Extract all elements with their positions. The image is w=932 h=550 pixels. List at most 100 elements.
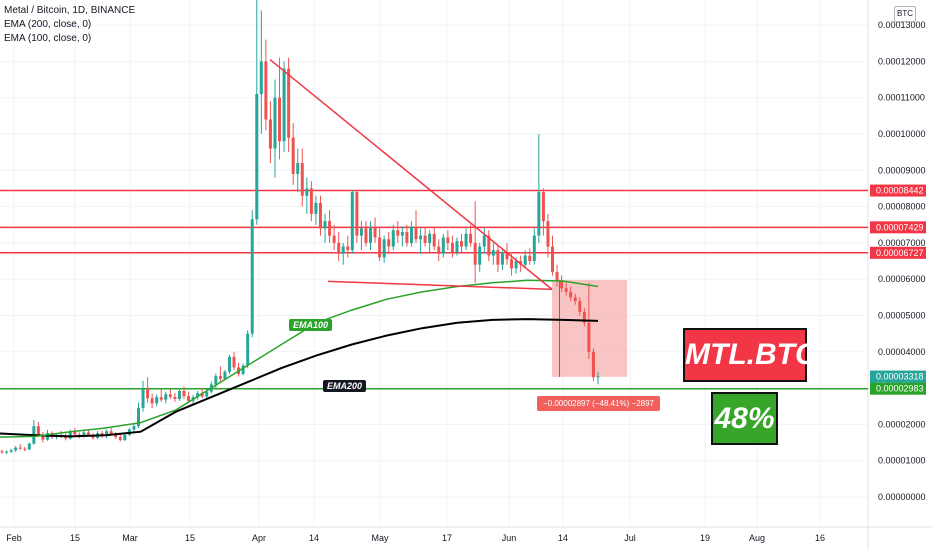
candle-body [309,188,313,214]
candle-body [487,235,491,256]
candle-body [596,376,600,378]
candle-body [259,61,263,95]
y-tick-label: 0.00010000 [878,129,926,139]
candle-body [341,246,345,254]
candle-body [573,297,577,301]
candle-body [505,253,509,260]
y-tick-label: 0.00009000 [878,165,926,175]
candle-body [569,291,573,298]
currency-button[interactable]: BTC [894,6,916,22]
candle-body [450,242,454,252]
candle-body [232,356,236,368]
candle-body [437,246,441,254]
candle-body [491,250,495,256]
candle-body [218,376,222,380]
candle-body [382,239,386,258]
candle-body [150,398,154,404]
candle-body [214,376,218,385]
candle-body [27,443,31,450]
candle-body [223,371,227,380]
candle-body [250,219,254,334]
candle-body [14,447,18,451]
legend-ema100[interactable]: EMA (100, close, 0) [4,33,92,44]
candle-body [455,241,459,252]
candle-body [314,202,318,214]
candle-body [582,311,586,323]
legend-ema200[interactable]: EMA (200, close, 0) [4,19,92,30]
candle-body [373,226,377,238]
candle-body [177,391,181,399]
candle-body [146,388,150,399]
candle-body [587,322,591,352]
x-tick-label: Aug [749,533,765,543]
candle-body [68,431,72,439]
candle-body [200,393,204,397]
candle-body [564,288,568,292]
candle-body [246,333,250,366]
y-tick-label: 0.00004000 [878,347,926,357]
candle-body [173,396,177,399]
price-label: 0.00006727 [876,248,924,258]
candle-body [400,232,404,236]
x-tick-label: Jul [624,533,636,543]
candle-body [432,233,436,247]
x-tick-label: 14 [309,533,319,543]
candle-body [36,426,40,435]
y-tick-label: 0.00012000 [878,56,926,66]
price-label: 0.00007429 [876,222,924,232]
legend-symbol[interactable]: Metal / Bitcoin, 1D, BINANCE [4,5,136,16]
candle-body [82,432,86,437]
candle-body [482,235,486,247]
candle-body [9,450,13,452]
title-box: MTL.BTC [683,328,817,382]
candle-body [478,246,482,265]
candle-body [0,451,4,453]
chart-legend: Metal / Bitcoin, 1D, BINANCE EMA (200, c… [4,4,135,46]
candle-body [136,408,140,427]
candle-body [364,228,368,243]
candle-body [555,271,559,282]
candle-body [109,431,113,434]
candle-body [560,281,564,289]
x-tick-label: Apr [252,533,266,543]
candle-body [464,233,468,247]
candle-body [73,431,77,435]
x-tick-label: 15 [70,533,80,543]
x-tick-label: 16 [815,533,825,543]
candle-body [287,68,291,138]
candle-body [241,365,245,374]
candle-body [523,255,527,265]
price-label-bg [870,246,926,259]
trendline-base [327,280,553,291]
candle-body [332,235,336,243]
y-tick-label: 0.00013000 [878,20,926,30]
x-tick-label: 14 [558,533,568,543]
candle-body [132,426,136,430]
candle-body [528,255,532,262]
ema100-label: EMA100 [289,319,333,331]
candle-body [273,97,277,149]
candle-body [346,246,350,251]
candle-body [323,221,327,229]
y-tick-label: 0.00011000 [878,93,925,103]
x-tick-label: May [371,533,389,543]
candle-body [187,396,191,401]
candle-body [473,242,477,265]
candle-body [23,448,27,450]
x-tick-label: 15 [185,533,195,543]
trendline-down [269,59,553,290]
y-tick-label: 0.00007000 [878,238,926,248]
candle-body [328,221,332,236]
candle-body [255,94,259,220]
candle-body [227,356,231,372]
candle-body [318,202,322,229]
candle-body [419,235,423,240]
x-tick-label: Feb [6,533,22,543]
candle-body [300,163,304,196]
candle-body [86,432,90,436]
candle-body [446,237,450,243]
candle-body [409,226,413,243]
candle-body [291,137,295,174]
